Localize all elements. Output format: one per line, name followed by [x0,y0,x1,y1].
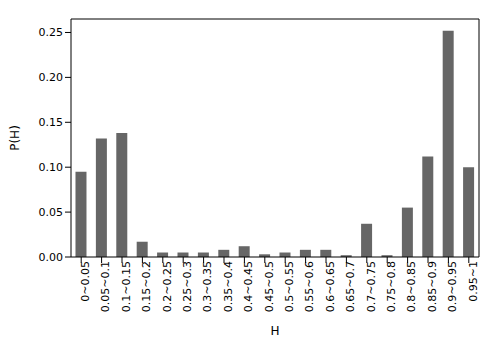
svg-text:0.9~0.95: 0.9~0.95 [446,261,459,312]
svg-text:0.25: 0.25 [39,26,64,39]
svg-text:0.5~0.55: 0.5~0.55 [283,261,296,312]
svg-text:0.3~0.35: 0.3~0.35 [201,261,214,312]
svg-text:0.95~1: 0.95~1 [467,261,480,302]
svg-text:0.75~0.8: 0.75~0.8 [385,261,398,312]
svg-text:0.7~0.75: 0.7~0.75 [365,261,378,312]
svg-text:0.35~0.4: 0.35~0.4 [222,261,235,312]
svg-text:0.15: 0.15 [39,116,64,129]
svg-text:0.2~0.25: 0.2~0.25 [161,261,174,312]
svg-text:0.00: 0.00 [39,251,64,264]
svg-text:0~0.05: 0~0.05 [79,261,92,302]
svg-text:0.6~0.65: 0.6~0.65 [324,261,337,312]
svg-text:0.20: 0.20 [39,71,64,84]
svg-text:H: H [270,324,279,338]
svg-text:0.15~0.2: 0.15~0.2 [140,261,153,312]
svg-text:0.05~0.1: 0.05~0.1 [99,261,112,312]
svg-text:0.25~0.3: 0.25~0.3 [181,261,194,312]
svg-text:0.55~0.6: 0.55~0.6 [303,261,316,312]
svg-text:0.45~0.5: 0.45~0.5 [263,261,276,312]
svg-text:0.8~0.85: 0.8~0.85 [405,261,418,312]
svg-text:0.65~0.7: 0.65~0.7 [344,261,357,312]
svg-text:0.10: 0.10 [39,161,64,174]
svg-text:0.85~0.9: 0.85~0.9 [426,261,439,312]
svg-text:0.4~0.45: 0.4~0.45 [242,261,255,312]
svg-text:0.1~0.15: 0.1~0.15 [120,261,133,312]
svg-text:P(H): P(H) [8,125,22,151]
svg-text:0.05: 0.05 [39,206,64,219]
